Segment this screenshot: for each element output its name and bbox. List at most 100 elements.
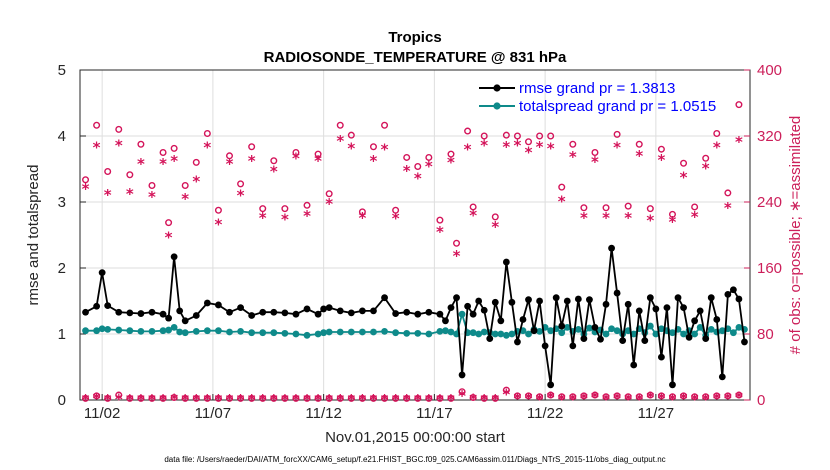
x-tick-label: 11/12 — [305, 405, 341, 422]
rmse-marker — [469, 310, 477, 318]
x-tick-label: 11/17 — [416, 405, 452, 422]
obs-assimilated-marker: * — [680, 390, 688, 408]
obs-assimilated-marker: * — [165, 229, 173, 247]
obs-assimilated-marker: * — [259, 391, 267, 409]
obs-assimilated-marker: * — [414, 391, 422, 409]
rmse-marker — [635, 307, 643, 315]
obs-assimilated-marker: * — [691, 390, 699, 408]
obs-assimilated-marker: * — [536, 390, 544, 408]
obs-possible-marker — [248, 143, 256, 151]
obs-assimilated-marker: * — [591, 389, 599, 407]
right-tick-label: 0 — [757, 392, 765, 409]
totalspread-marker — [691, 330, 699, 338]
totalspread-marker — [226, 328, 233, 336]
obs-assimilated-marker: * — [569, 390, 577, 408]
obs-assimilated-marker: * — [525, 390, 533, 408]
totalspread-marker — [115, 326, 123, 334]
grid — [80, 69, 750, 401]
obs-assimilated-marker: * — [624, 209, 632, 227]
obs-assimilated-marker: * — [358, 209, 366, 227]
obs-possible-marker — [314, 150, 322, 158]
totalspread-marker — [292, 330, 300, 338]
obs-possible-marker — [591, 148, 599, 156]
obs-assimilated-marker: * — [613, 390, 621, 408]
totalspread-marker — [680, 330, 687, 338]
rmse-marker — [237, 304, 244, 311]
rmse-marker — [707, 294, 715, 302]
rmse-marker — [525, 296, 532, 304]
obs-assimilated-marker: * — [547, 389, 555, 407]
obs-possible-marker — [314, 394, 322, 402]
obs-possible-marker — [82, 394, 90, 402]
data-file-footnote: data file: /Users/raeder/DAI/ATM_forcXX/… — [164, 455, 665, 464]
totalspread-marker — [658, 325, 665, 333]
rmse-marker — [170, 253, 178, 261]
rmse-marker — [586, 296, 593, 304]
rmse-marker — [729, 286, 737, 294]
totalspread-marker — [203, 327, 211, 335]
obs-assimilated-marker: * — [646, 211, 654, 229]
obs-assimilated-marker: * — [591, 153, 599, 171]
rmse-marker — [358, 307, 366, 315]
obs-assimilated-marker: * — [447, 391, 455, 409]
obs-possible-marker — [414, 163, 422, 171]
obs-possible-marker — [192, 158, 200, 166]
obs-assimilated-marker: * — [248, 391, 256, 409]
obs-assimilated-marker: * — [558, 192, 566, 210]
obs-possible-marker — [569, 393, 577, 401]
obs-assimilated-marker: * — [270, 391, 278, 409]
obs-possible-marker — [214, 206, 222, 214]
rmse-marker — [458, 371, 466, 379]
obs-possible-marker — [126, 394, 134, 402]
obs-possible-marker — [680, 159, 688, 167]
obs-possible-marker — [469, 394, 477, 402]
obs-assimilated-marker: * — [237, 187, 245, 205]
rmse-marker — [508, 298, 516, 306]
rmse-marker — [691, 317, 699, 325]
obs-possible-marker — [192, 394, 200, 402]
rmse-marker — [558, 322, 566, 330]
rmse-marker — [602, 300, 610, 308]
obs-possible-marker — [303, 394, 311, 402]
rmse-marker — [176, 307, 184, 315]
totalspread-marker — [104, 325, 112, 333]
totalspread-marker — [176, 328, 184, 336]
obs-possible-marker — [203, 394, 211, 402]
obs-possible-marker — [325, 190, 333, 198]
rmse-marker — [597, 335, 604, 343]
obs-possible-marker — [602, 204, 610, 212]
totalspread-marker — [502, 331, 510, 339]
obs-possible-marker — [292, 394, 300, 402]
obs-possible-marker — [635, 140, 643, 148]
obs-assimilated-marker: * — [669, 390, 677, 408]
obs-assimilated-marker: * — [314, 391, 322, 409]
obs-assimilated-marker: * — [657, 151, 665, 169]
obs-possible-marker — [292, 148, 300, 156]
rmse-marker — [718, 373, 726, 381]
totalspread-marker — [447, 328, 455, 336]
obs-possible-marker — [646, 391, 654, 399]
totalspread-marker — [558, 329, 566, 337]
obs-possible-marker — [347, 394, 355, 402]
x-axis-tick-labels: 11/02 11/07 11/12 11/17 11/22 11/27 — [84, 405, 674, 422]
obs-possible-marker — [381, 394, 389, 402]
rmse-marker — [547, 381, 555, 389]
obs-assimilated-marker: * — [126, 391, 134, 409]
totalspread-marker — [170, 324, 178, 331]
obs-possible-marker — [491, 213, 499, 221]
totalspread-marker — [281, 329, 289, 337]
obs-possible-marker — [668, 393, 676, 401]
obs-possible-marker — [358, 208, 366, 216]
obs-assimilated-marker: * — [303, 207, 311, 225]
obs-assimilated-marker: * — [392, 210, 400, 228]
obs-assimilated-marker: * — [580, 209, 588, 227]
obs-possible-marker — [646, 205, 654, 213]
rmse-marker — [203, 299, 211, 307]
rmse-marker — [724, 291, 732, 298]
totalspread-marker — [392, 329, 400, 337]
obs-possible-marker — [735, 391, 743, 399]
obs-assimilated-marker: * — [370, 391, 378, 409]
obs-assimilated-marker: * — [170, 152, 178, 170]
rmse-marker — [652, 305, 660, 313]
totalspread-marker — [425, 330, 433, 338]
